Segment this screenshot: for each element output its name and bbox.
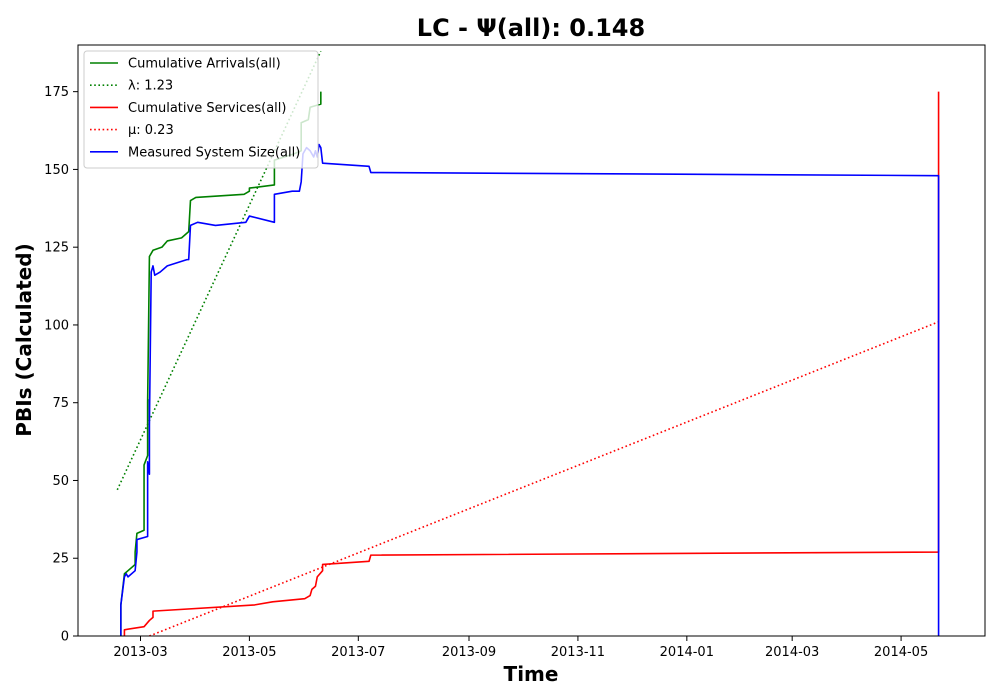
x-tick-label: 2013-09 (442, 645, 496, 660)
y-axis: 0 25 50 75 100 125 150 175 (44, 85, 78, 645)
y-axis-title: PBIs (Calculated) (12, 243, 36, 436)
series-line-3 (149, 321, 939, 636)
chart-title: LC - Ψ(all): 0.148 (417, 14, 645, 42)
x-axis-title: Time (504, 662, 559, 686)
legend-label: Measured System Size(all) (128, 145, 300, 160)
x-tick-label: 2013-03 (113, 645, 167, 660)
plot-frame (77, 44, 986, 637)
series-line-2 (123, 91, 940, 636)
x-tick-label: 2013-05 (222, 645, 276, 660)
x-tick-label: 2013-11 (551, 645, 605, 660)
legend-label: Cumulative Services(all) (128, 101, 286, 116)
x-tick-label: 2014-01 (660, 645, 714, 660)
series-line-1 (116, 50, 322, 491)
legend: Cumulative Arrivals(all) λ: 1.23 Cumulativ… (83, 50, 319, 169)
legend-box (83, 50, 319, 169)
x-tick-label: 2014-05 (874, 645, 928, 660)
y-tick-label: 0 (61, 630, 69, 645)
legend-label: λ: 1.23 (128, 79, 173, 94)
x-axis: 2013-03 2013-05 2013-07 2013-09 2013-11 2014-… (113, 636, 928, 660)
y-tick-label: 50 (52, 474, 69, 489)
y-tick-label: 75 (52, 396, 69, 411)
y-tick-label: 125 (44, 241, 69, 256)
x-tick-label: 2013-07 (331, 645, 385, 660)
y-tick-label: 25 (52, 552, 69, 567)
legend-label: Cumulative Arrivals(all) (128, 57, 281, 72)
y-tick-label: 150 (44, 163, 69, 178)
legend-label: μ: 0.23 (128, 123, 174, 138)
y-tick-label: 175 (44, 85, 69, 100)
x-tick-label: 2014-03 (765, 645, 819, 660)
y-tick-label: 100 (44, 318, 69, 333)
